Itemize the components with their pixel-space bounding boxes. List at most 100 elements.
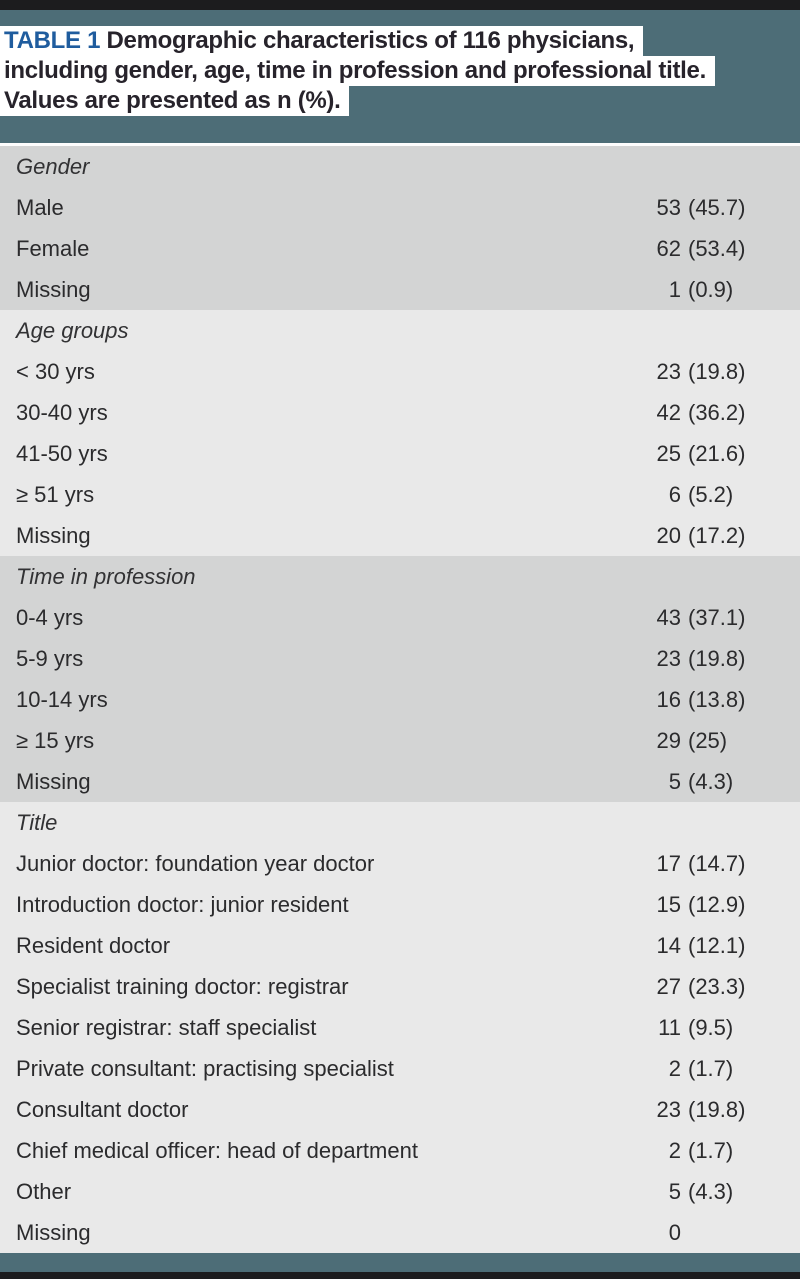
row-percentage: (19.8)	[688, 1097, 746, 1122]
table-section-age-groups: Age groups < 30 yrs 23 (19.8) 30-40 yrs 42 (36…	[0, 310, 800, 556]
row-count: 16	[656, 687, 681, 712]
row-label: ≥ 51 yrs	[16, 482, 95, 507]
row-value: 20 (17.2)	[560, 515, 790, 556]
row-count: 6	[668, 482, 681, 507]
row-percentage: (19.8)	[688, 359, 746, 384]
table-row: Introduction doctor: junior resident 15 (1…	[0, 884, 800, 925]
table-row: 41-50 yrs 25 (21.6)	[0, 433, 800, 474]
row-value: 62 (53.4)	[560, 228, 790, 269]
row-value: 27 (23.3)	[560, 966, 790, 1007]
row-percentage: (17.2)	[688, 523, 746, 548]
table-row: Missing 20 (17.2)	[0, 515, 800, 556]
table-section-time-in-profession: Time in profession 0-4 yrs 43 (37.1) 5-9 yrs…	[0, 556, 800, 802]
row-count: 2	[668, 1138, 681, 1163]
row-value: 0	[560, 1212, 790, 1253]
row-value: 23 (19.8)	[560, 638, 790, 679]
caption-line-3: Values are presented as n (%).	[0, 86, 800, 116]
row-label: Senior registrar: staff specialist	[16, 1015, 317, 1040]
row-percentage: (37.1)	[688, 605, 746, 630]
row-percentage: (14.7)	[688, 851, 746, 876]
row-value: 16 (13.8)	[560, 679, 790, 720]
row-count: 2	[668, 1056, 681, 1081]
table-row: 5-9 yrs 23 (19.8)	[0, 638, 800, 679]
caption-text-3: Values are presented as n (%).	[0, 86, 350, 116]
row-percentage: (21.6)	[688, 441, 746, 466]
table-row: Missing 0	[0, 1212, 800, 1253]
table-caption-band: TABLE 1 Demographic characteristics of 1…	[0, 10, 800, 143]
row-label: 0-4 yrs	[16, 605, 84, 630]
bottom-teal-bar	[0, 1253, 800, 1272]
table-row: Missing 1 (0.9)	[0, 269, 800, 310]
table-row: Consultant doctor 23 (19.8)	[0, 1089, 800, 1130]
row-label: Missing	[16, 769, 91, 794]
row-value: 29 (25)	[560, 720, 790, 761]
row-value: 14 (12.1)	[560, 925, 790, 966]
row-count: 62	[656, 236, 681, 261]
row-percentage: (53.4)	[688, 236, 746, 261]
table-row: 30-40 yrs 42 (36.2)	[0, 392, 800, 433]
row-label: Introduction doctor: junior resident	[16, 892, 349, 917]
row-count: 5	[668, 1179, 681, 1204]
row-value: 1 (0.9)	[560, 269, 790, 310]
row-value: 11 (9.5)	[560, 1007, 790, 1048]
row-count: 25	[656, 441, 681, 466]
row-count: 20	[656, 523, 681, 548]
table-row: Specialist training doctor: registrar 27 (…	[0, 966, 800, 1007]
row-value: 6 (5.2)	[560, 474, 790, 515]
row-percentage: (13.8)	[688, 687, 746, 712]
row-label: 10-14 yrs	[16, 687, 108, 712]
row-count: 53	[656, 195, 681, 220]
table-row: Chief medical officer: head of departmen…	[0, 1130, 800, 1171]
table-row: Junior doctor: foundation year doctor 17 (…	[0, 843, 800, 884]
row-label: 5-9 yrs	[16, 646, 84, 671]
table-row: Other 5 (4.3)	[0, 1171, 800, 1212]
row-percentage: (5.2)	[688, 482, 734, 507]
row-label: Specialist training doctor: registrar	[16, 974, 349, 999]
row-label: 41-50 yrs	[16, 441, 108, 466]
top-edge-bar	[0, 0, 800, 10]
row-value: 23 (19.8)	[560, 1089, 790, 1130]
row-count: 17	[656, 851, 681, 876]
caption-line-1: TABLE 1 Demographic characteristics of 1…	[0, 26, 800, 56]
row-count: 14	[656, 933, 681, 958]
row-count: 23	[656, 646, 681, 671]
row-value: 43 (37.1)	[560, 597, 790, 638]
table-row: Private consultant: practising specialis…	[0, 1048, 800, 1089]
row-label: Other	[16, 1179, 72, 1204]
row-label: Missing	[16, 523, 91, 548]
row-count: 27	[656, 974, 681, 999]
table-row: Male 53 (45.7)	[0, 187, 800, 228]
row-percentage: (0.9)	[688, 277, 734, 302]
row-value: 5 (4.3)	[560, 1171, 790, 1212]
row-percentage: (1.7)	[688, 1056, 734, 1081]
table-row: Missing 5 (4.3)	[0, 761, 800, 802]
table-row: Resident doctor 14 (12.1)	[0, 925, 800, 966]
row-count: 23	[656, 359, 681, 384]
row-value: 15 (12.9)	[560, 884, 790, 925]
row-label: Private consultant: practising specialis…	[16, 1056, 394, 1081]
row-percentage: (4.3)	[688, 769, 734, 794]
row-label: Junior doctor: foundation year doctor	[16, 851, 375, 876]
row-count: 43	[656, 605, 681, 630]
caption-text-2: including gender, age, time in professio…	[0, 56, 715, 86]
row-value: 53 (45.7)	[560, 187, 790, 228]
row-value: 5 (4.3)	[560, 761, 790, 802]
row-percentage: (19.8)	[688, 646, 746, 671]
row-value: 23 (19.8)	[560, 351, 790, 392]
table-row: Female 62 (53.4)	[0, 228, 800, 269]
row-count: 5	[668, 769, 681, 794]
table-row: Senior registrar: staff specialist 11 (9.5…	[0, 1007, 800, 1048]
row-percentage: (25)	[688, 728, 728, 753]
section-header: Time in profession	[16, 564, 196, 589]
row-label: < 30 yrs	[16, 359, 95, 384]
table-row: 0-4 yrs 43 (37.1)	[0, 597, 800, 638]
bottom-edge-bar	[0, 1272, 800, 1279]
row-count: 29	[656, 728, 681, 753]
caption-text-1: Demographic characteristics of 116 physi…	[100, 27, 635, 54]
row-percentage: (4.3)	[688, 1179, 734, 1204]
table-section-gender: Gender Male 53 (45.7) Female 62 (53.4) Missing 1…	[0, 146, 800, 310]
row-label: Missing	[16, 277, 91, 302]
row-percentage: (12.9)	[688, 892, 746, 917]
row-value: 2 (1.7)	[560, 1048, 790, 1089]
